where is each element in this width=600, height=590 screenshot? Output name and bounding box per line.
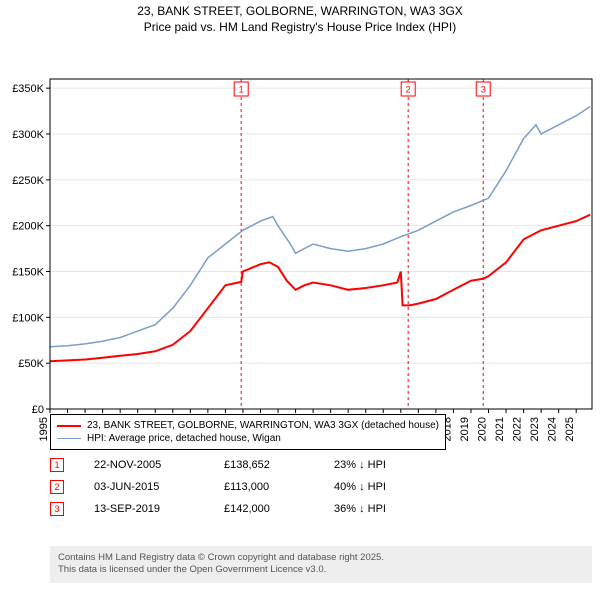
legend-label: HPI: Average price, detached house, Wiga…: [87, 433, 281, 444]
event-diff: 40% ↓ HPI: [334, 481, 414, 493]
svg-text:1: 1: [239, 85, 244, 95]
legend-label: 23, BANK STREET, GOLBORNE, WARRINGTON, W…: [87, 420, 439, 431]
event-price: £138,652: [224, 459, 304, 471]
event-row: 1 22-NOV-2005 £138,652 23% ↓ HPI: [50, 454, 414, 476]
svg-text:£100K: £100K: [12, 313, 44, 325]
svg-text:2020: 2020: [477, 417, 489, 441]
event-date: 22-NOV-2005: [94, 459, 194, 471]
event-price: £113,000: [224, 481, 304, 493]
event-table: 1 22-NOV-2005 £138,652 23% ↓ HPI 2 03-JUN-201…: [50, 454, 414, 520]
event-marker: 2: [50, 480, 64, 494]
svg-text:2023: 2023: [529, 417, 541, 441]
event-date: 03-JUN-2015: [94, 481, 194, 493]
svg-text:2024: 2024: [547, 417, 559, 441]
price-chart: £0 £50K £100K £150K £200K £250K £300K £350K 1995…: [0, 37, 600, 451]
svg-text:2021: 2021: [494, 417, 506, 441]
legend: 23, BANK STREET, GOLBORNE, WARRINGTON, W…: [50, 414, 446, 450]
event-marker: 3: [50, 502, 64, 516]
svg-text:2022: 2022: [512, 417, 524, 441]
svg-text:£0: £0: [32, 404, 44, 416]
footer-line-1: Contains HM Land Registry data © Crown c…: [58, 552, 584, 564]
svg-text:1995: 1995: [38, 417, 50, 441]
svg-text:£300K: £300K: [12, 129, 44, 141]
event-diff: 23% ↓ HPI: [334, 459, 414, 471]
svg-text:2: 2: [406, 85, 411, 95]
svg-text:£50K: £50K: [18, 358, 44, 370]
title-line-2: Price paid vs. HM Land Registry's House …: [0, 20, 600, 36]
svg-text:2019: 2019: [459, 417, 471, 441]
svg-text:£200K: £200K: [12, 221, 44, 233]
svg-text:2025: 2025: [564, 417, 576, 441]
footer-attribution: Contains HM Land Registry data © Crown c…: [50, 546, 592, 583]
footer-line-2: This data is licensed under the Open Gov…: [58, 564, 584, 576]
event-row: 3 13-SEP-2019 £142,000 36% ↓ HPI: [50, 498, 414, 520]
event-diff: 36% ↓ HPI: [334, 503, 414, 515]
event-marker: 1: [50, 458, 64, 472]
svg-text:£250K: £250K: [12, 175, 44, 187]
svg-text:£150K: £150K: [12, 267, 44, 279]
event-price: £142,000: [224, 503, 304, 515]
svg-text:£350K: £350K: [12, 83, 44, 95]
legend-swatch: [57, 438, 81, 440]
title-line-1: 23, BANK STREET, GOLBORNE, WARRINGTON, W…: [0, 4, 600, 20]
event-row: 2 03-JUN-2015 £113,000 40% ↓ HPI: [50, 476, 414, 498]
legend-swatch: [57, 425, 81, 427]
legend-item: HPI: Average price, detached house, Wiga…: [57, 432, 439, 445]
svg-text:3: 3: [481, 85, 486, 95]
event-date: 13-SEP-2019: [94, 503, 194, 515]
legend-item: 23, BANK STREET, GOLBORNE, WARRINGTON, W…: [57, 419, 439, 432]
